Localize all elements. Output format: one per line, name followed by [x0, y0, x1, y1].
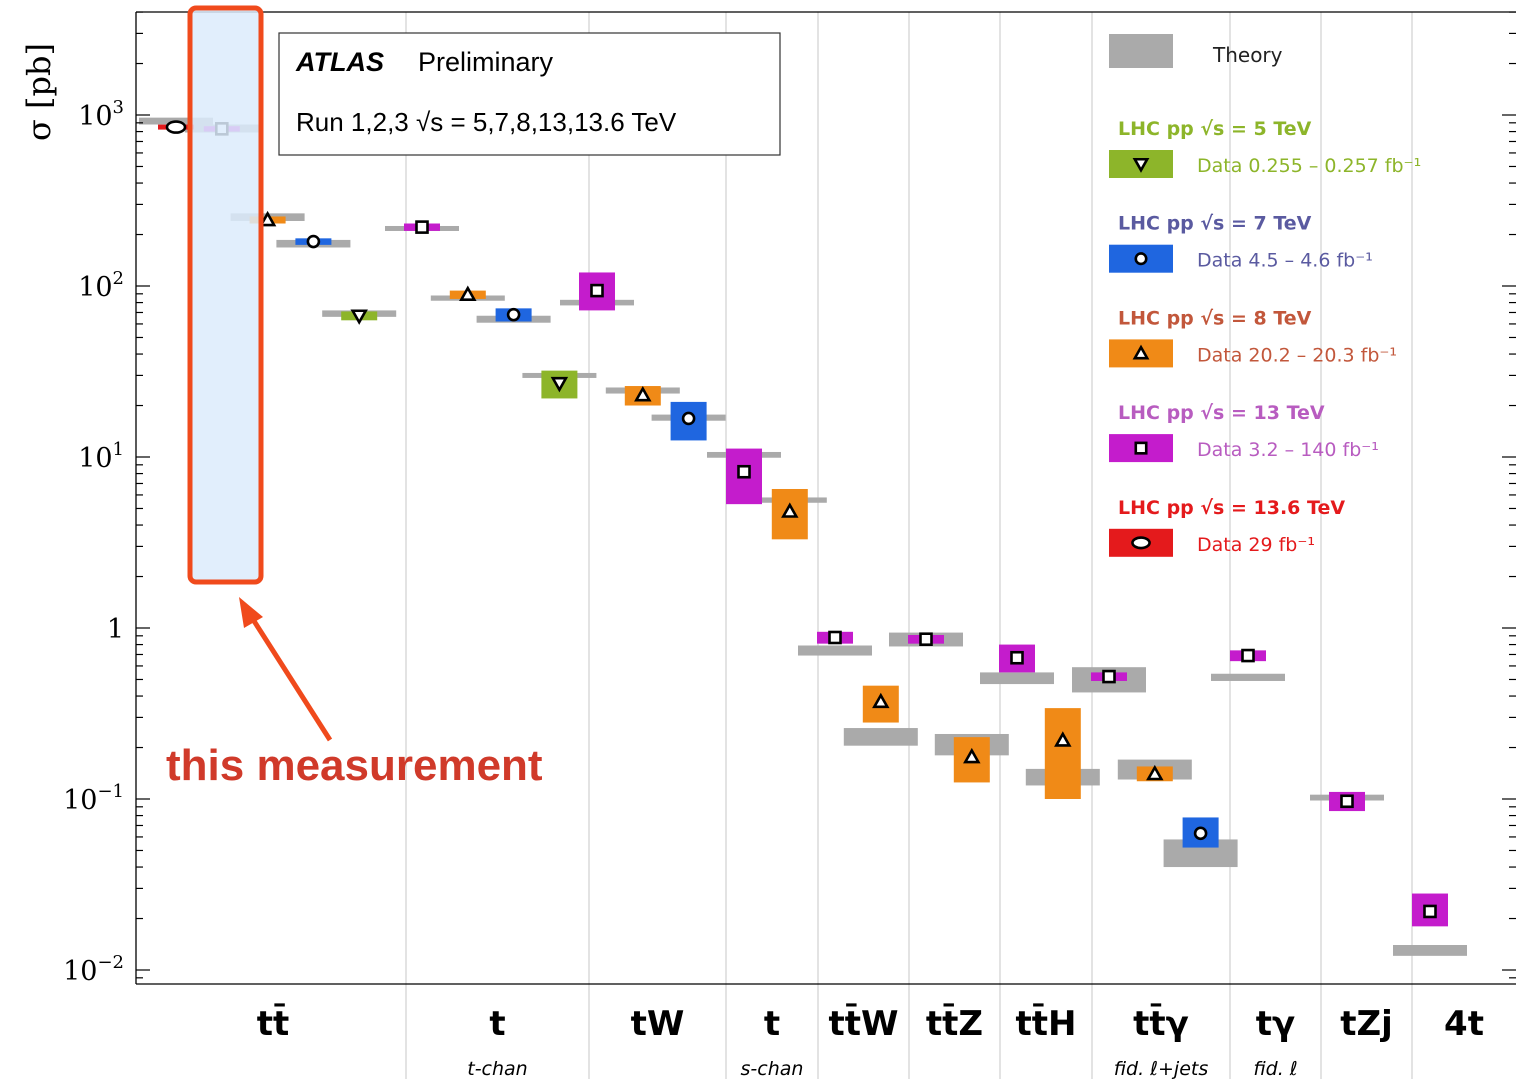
- run-energy-label: Run 1,2,3 √s = 5,7,8,13,13.6 TeV: [296, 107, 677, 137]
- legend-entry-data: Data 3.2 – 140 fb⁻¹: [1197, 439, 1379, 461]
- plot-frame: [135, 11, 1516, 985]
- marker-square: [919, 632, 933, 647]
- category-label: tt̄: [257, 1002, 290, 1044]
- y-tick-label: 102: [78, 268, 124, 303]
- highlight-arrow-shaft: [244, 608, 333, 742]
- theory-band: [1211, 673, 1285, 681]
- marker-circle: [681, 411, 696, 426]
- category-label: tt̄H: [1016, 1002, 1077, 1044]
- marker-triangle-up: [1054, 731, 1072, 747]
- legend-entry-title: LHC pp √s = 7 TeV: [1118, 213, 1312, 235]
- legend-entry-title: LHC pp √s = 8 TeV: [1118, 307, 1312, 329]
- marker-square: [590, 283, 604, 298]
- legend-theory-label: Theory: [1212, 43, 1283, 67]
- marker-ellipse: [1131, 536, 1151, 550]
- category-sublabel: s-chan: [741, 1058, 804, 1079]
- legend-entry-data: Data 4.5 – 4.6 fb⁻¹: [1197, 250, 1373, 272]
- marker-square: [1134, 441, 1148, 455]
- category-label: tt̄Z: [926, 1002, 983, 1044]
- atlas-label: ATLAS: [295, 47, 384, 77]
- marker-square: [828, 630, 842, 645]
- marker-square: [1340, 794, 1354, 809]
- marker-square: [1241, 648, 1255, 663]
- theory-band: [980, 672, 1054, 685]
- marker-triangle-up: [781, 502, 799, 518]
- theory-band: [843, 728, 918, 746]
- category-label: 4t: [1444, 1004, 1484, 1044]
- marker-square: [1010, 650, 1024, 665]
- marker-circle: [1193, 826, 1208, 841]
- this-measurement-label: this measurement: [166, 741, 543, 790]
- category-label: tZj: [1340, 1004, 1393, 1044]
- marker-triangle-up: [963, 747, 981, 764]
- category-sublabel: t-chan: [467, 1058, 527, 1079]
- category-label: tW: [631, 1004, 685, 1044]
- marker-triangle-up: [634, 386, 652, 402]
- marker-ellipse: [165, 120, 187, 134]
- category-sublabel: fid. ℓ+jets: [1114, 1058, 1209, 1079]
- highlight-arrow-head: [239, 597, 263, 628]
- marker-circle: [306, 234, 321, 249]
- marker-square: [1102, 669, 1116, 684]
- y-tick-label: 103: [78, 97, 124, 132]
- y-tick-label: 10−1: [63, 781, 124, 816]
- marker-triangle-down: [550, 376, 569, 393]
- legend-entry-data: Data 20.2 – 20.3 fb⁻¹: [1197, 344, 1397, 366]
- y-tick-label: 101: [78, 439, 124, 474]
- category-sublabel: fid. ℓ: [1253, 1058, 1297, 1079]
- data-markers: [165, 120, 1437, 919]
- legend-entry-data: Data 0.255 – 0.257 fb⁻¹: [1197, 155, 1421, 177]
- marker-triangle-down: [1132, 157, 1150, 173]
- y-axis: 10−2 10−1 1 101 102 103 σ [pb]: [20, 11, 1516, 987]
- marker-triangle-down: [350, 309, 368, 325]
- marker-triangle-up: [1132, 344, 1150, 360]
- legend-entry-data: Data 29 fb⁻¹: [1197, 534, 1315, 556]
- marker-square: [415, 220, 429, 234]
- data-error-band: [1044, 708, 1081, 799]
- marker-triangle-up: [258, 210, 277, 227]
- marker-triangle-up: [872, 692, 890, 709]
- y-axis-label: σ [pb]: [20, 43, 58, 141]
- highlight-box: [187, 5, 264, 585]
- category-label: t: [489, 1004, 505, 1044]
- category-label: tt̄γ: [1133, 1002, 1189, 1044]
- legend-entry-title: LHC pp √s = 13.6 TeV: [1118, 497, 1345, 519]
- preliminary-label: Preliminary: [418, 47, 554, 77]
- marker-circle: [1134, 252, 1148, 266]
- marker-triangle-up: [1146, 764, 1164, 781]
- legend-entry-title: LHC pp √s = 13 TeV: [1118, 402, 1325, 424]
- category-label: t: [764, 1004, 780, 1044]
- category-label: tt̄W: [828, 1002, 898, 1044]
- marker-circle: [506, 307, 521, 322]
- this-measurement-callout: this measurement: [166, 5, 543, 790]
- y-tick-label: 1: [107, 614, 124, 645]
- marker-triangle-up: [459, 285, 477, 301]
- marker-square: [1423, 904, 1437, 919]
- marker-square: [737, 464, 751, 479]
- theory-band: [1393, 945, 1467, 956]
- y-tick-label: 10−2: [63, 952, 124, 987]
- legend-theory-swatch: [1109, 34, 1173, 68]
- category-label: tγ: [1256, 1004, 1295, 1044]
- legend: Theory LHC pp √s = 5 TeV Data 0.255 – 0.2…: [1109, 34, 1421, 557]
- x-axis-categories: tt̄ t t-chan tW t s-chan tt̄W tt̄Z tt̄H tt̄γ fid. …: [257, 1002, 1484, 1079]
- atlas-label-box: ATLAS Preliminary Run 1,2,3 √s = 5,7,8,1…: [278, 32, 781, 156]
- legend-entry-title: LHC pp √s = 5 TeV: [1118, 118, 1312, 140]
- theory-band: [798, 645, 872, 656]
